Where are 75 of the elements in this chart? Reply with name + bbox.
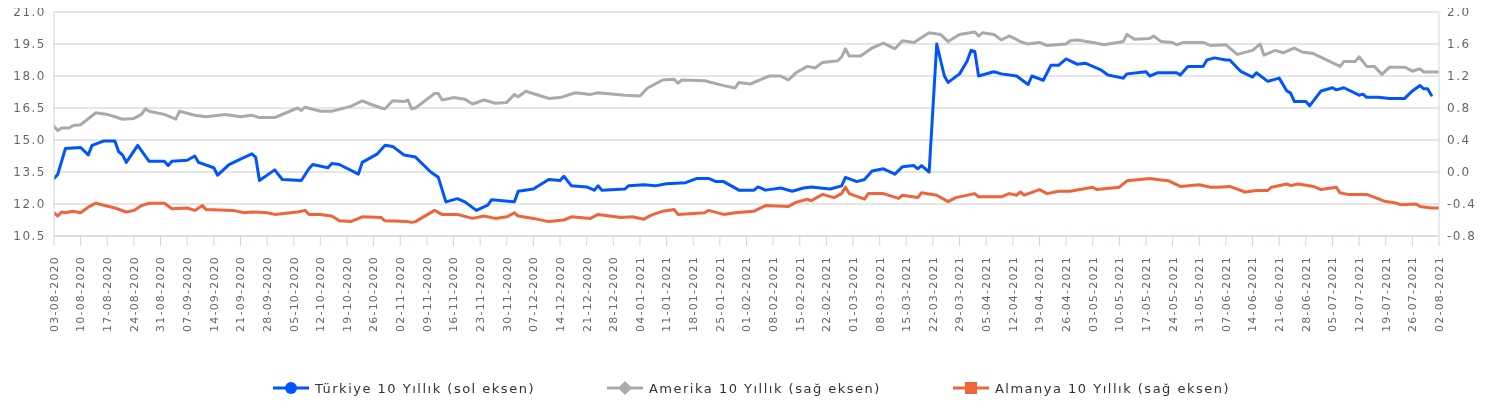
x-tick-label: 10-08-2020: [74, 256, 88, 332]
x-tick-label: 17-05-2021: [1139, 256, 1153, 332]
legend-label: Amerika 10 Yıllık (sağ eksen): [648, 380, 881, 396]
y2-tick-label: 0.0: [1447, 165, 1471, 180]
y2-tick-label: 1.2: [1447, 69, 1471, 84]
line-series: [54, 42, 1433, 212]
x-tick-label: 12-04-2021: [1006, 256, 1020, 332]
x-tick-label: 14-06-2021: [1246, 256, 1260, 332]
x-tick-label: 28-09-2020: [260, 256, 274, 332]
x-tick-label: 31-08-2020: [154, 256, 168, 332]
y2-tick-label: 1.6: [1447, 37, 1471, 52]
x-tick-label: 01-02-2021: [740, 256, 754, 332]
y2-tick-label: 2.0: [1447, 5, 1471, 20]
x-tick-label: 11-01-2021: [660, 256, 674, 332]
x-tick-label: 02-11-2020: [394, 256, 408, 332]
y-tick-label: 10.5: [13, 229, 46, 244]
y-tick-label: 15.0: [13, 133, 46, 148]
x-tick-label: 22-02-2021: [820, 256, 834, 332]
x-tick-label: 19-07-2021: [1379, 256, 1393, 332]
x-tick-label: 19-04-2021: [1033, 256, 1047, 332]
x-tick-label: 28-06-2021: [1299, 256, 1313, 332]
x-tick-label: 19-10-2020: [340, 256, 354, 332]
y2-tick-label: -0.8: [1447, 229, 1477, 244]
y2-tick-label: -0.4: [1447, 197, 1477, 212]
line-series: [54, 30, 1439, 132]
y2-tick-label: 0.4: [1447, 133, 1471, 148]
x-tick-label: 31-05-2021: [1193, 256, 1207, 332]
y-tick-label: 18.0: [13, 69, 46, 84]
y2-tick-label: 0.8: [1447, 101, 1471, 116]
x-tick-label: 08-02-2021: [766, 256, 780, 332]
y-tick-label: 21.0: [13, 5, 46, 20]
x-tick-label: 17-08-2020: [101, 256, 115, 332]
x-tick-label: 05-04-2021: [980, 256, 994, 332]
x-tick-label: 01-03-2021: [846, 256, 860, 332]
x-tick-label: 25-01-2021: [713, 256, 727, 332]
legend-label: Almanya 10 Yıllık (sağ eksen): [994, 380, 1231, 396]
x-tick-label: 04-01-2021: [633, 256, 647, 332]
x-tick-label: 26-07-2021: [1406, 256, 1420, 332]
x-tick-label: 14-12-2020: [553, 256, 567, 332]
x-tick-label: 10-05-2021: [1113, 256, 1127, 332]
x-tick-label: 26-10-2020: [367, 256, 381, 332]
x-tick-label: 08-03-2021: [873, 256, 887, 332]
line-series: [54, 176, 1439, 224]
x-tick-label: 16-11-2020: [447, 256, 461, 332]
x-tick-label: 26-04-2021: [1059, 256, 1073, 332]
x-tick-label: 07-06-2021: [1219, 256, 1233, 332]
y-tick-label: 13.5: [13, 165, 46, 180]
y-tick-label: 19.5: [13, 37, 46, 52]
x-tick-label: 24-08-2020: [127, 256, 141, 332]
x-tick-label: 15-02-2021: [793, 256, 807, 332]
x-tick-label: 29-03-2021: [953, 256, 967, 332]
x-tick-label: 12-10-2020: [314, 256, 328, 332]
y-tick-label: 16.5: [13, 101, 46, 116]
x-tick-label: 15-03-2021: [900, 256, 914, 332]
x-tick-label: 05-10-2020: [287, 256, 301, 332]
x-tick-label: 24-05-2021: [1166, 256, 1180, 332]
x-tick-label: 18-01-2021: [687, 256, 701, 332]
x-tick-label: 21-12-2020: [580, 256, 594, 332]
x-tick-label: 07-09-2020: [181, 256, 195, 332]
x-tick-label: 22-03-2021: [926, 256, 940, 332]
x-tick-label: 12-07-2021: [1352, 256, 1366, 332]
x-tick-label: 03-08-2020: [47, 256, 61, 332]
x-tick-label: 03-05-2021: [1086, 256, 1100, 332]
x-tick-label: 14-09-2020: [207, 256, 221, 332]
x-tick-label: 28-12-2020: [607, 256, 621, 332]
x-tick-label: 07-12-2020: [527, 256, 541, 332]
x-tick-label: 02-08-2021: [1432, 256, 1446, 332]
y-tick-label: 12.0: [13, 197, 46, 212]
legend-label: Türkiye 10 Yıllık (sol eksen): [314, 380, 535, 396]
x-tick-label: 30-11-2020: [500, 256, 514, 332]
x-tick-label: 23-11-2020: [474, 256, 487, 332]
x-tick-label: 05-07-2021: [1326, 256, 1340, 332]
x-tick-label: 09-11-2020: [420, 256, 434, 332]
x-tick-label: 21-06-2021: [1273, 256, 1287, 332]
x-tick-label: 21-09-2020: [234, 256, 248, 332]
